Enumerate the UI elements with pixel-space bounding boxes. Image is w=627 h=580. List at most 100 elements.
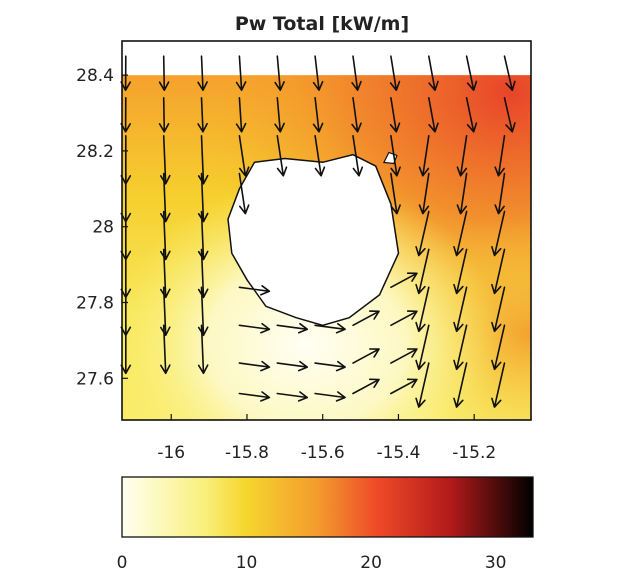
wave-arrow [197,135,209,185]
wave-arrow [415,248,430,295]
wave-arrow [197,172,209,223]
colorbar-tick-label: 20 [360,553,382,573]
wave-arrow [160,324,171,375]
wave-arrow [352,378,380,395]
wave-arrow [160,135,171,185]
y-tick-label: 27.8 [76,294,114,314]
wave-arrow [418,135,430,177]
wave-arrow [160,172,171,223]
wave-arrow [197,324,209,375]
y-tick-label: 28.4 [76,66,114,86]
x-tick-label: -15.2 [452,443,496,463]
wave-arrow [276,135,288,177]
colorbar-tick-label: 10 [236,553,258,573]
wave-arrow [352,135,364,177]
colorbar [121,476,534,538]
wave-arrow [197,97,208,133]
wave-arrow [235,97,247,133]
wave-arrow [453,210,468,257]
wave-arrow [415,286,430,333]
wave-arrow [453,324,468,371]
wave-direction-arrows [120,55,516,408]
y-tick-label: 28.2 [76,142,114,162]
chart-title: Pw Total [kW/m] [235,13,409,35]
wave-arrow [491,248,506,295]
wave-arrow [389,55,401,91]
wave-arrow [428,55,439,91]
wave-arrow [390,310,418,327]
wave-arrow [491,210,506,257]
wave-arrow [491,362,506,408]
wave-arrow [390,272,418,289]
y-tick-label: 27.6 [76,369,114,389]
wave-arrow [235,55,247,91]
wave-arrow [197,210,209,261]
wave-arrow [197,55,208,91]
wave-arrow [274,55,285,91]
wave-arrow [503,97,516,133]
wave-arrow [238,322,271,334]
y-tick-label: 28 [92,218,114,238]
wave-arrow [390,348,418,364]
wave-arrow [238,285,271,296]
wave-arrow [503,55,516,91]
wave-arrow [276,360,309,372]
wave-arrow [274,97,285,133]
wave-arrow [390,135,401,177]
wave-arrow [456,172,468,215]
wave-arrow [428,97,439,133]
wave-arrow [390,172,401,215]
wave-arrow [465,55,478,91]
wave-arrow [160,286,171,337]
wave-arrow [158,55,170,91]
wave-arrow [160,248,171,299]
wave-arrow [197,286,209,337]
wave-arrow [197,248,209,299]
wave-arrow [389,97,401,133]
wave-arrow [453,362,468,408]
x-tick-label: -15.4 [376,443,420,463]
wave-arrow [453,286,468,333]
wave-arrow [415,362,430,408]
island-outline [227,153,400,327]
plot-frame [121,40,532,421]
wave-arrow [238,172,250,215]
wave-arrow [276,322,309,334]
x-tick-label: -15.6 [301,443,345,463]
wave-arrow [465,97,478,133]
wave-arrow [160,210,171,261]
wave-arrow [494,172,506,215]
x-tick-label: -15.8 [225,443,269,463]
wave-arrow [494,135,506,177]
wave-arrow [351,97,362,133]
x-axis: -16 -15.8 -15.6 -15.4 -15.2 [157,414,496,463]
wave-arrow [238,135,250,177]
wave-arrow [312,55,324,91]
wave-arrow [314,135,326,177]
wave-arrow [418,172,430,215]
wave-arrow [453,248,468,295]
wave-arrow [314,322,346,334]
colorbar-tick-label: 0 [117,553,128,573]
wave-arrow [351,55,362,91]
y-axis: 28.4 28.2 28 27.8 27.6 [76,66,128,389]
wave-arrow [456,135,468,177]
wave-arrow [415,324,430,371]
wave-arrow [352,348,380,364]
wave-arrow [312,97,324,133]
wave-arrow [491,286,506,333]
wave-arrow [415,210,430,257]
colorbar-ticks: 0 10 20 30 [117,553,507,573]
wave-arrow [158,97,170,133]
wave-arrow [238,391,271,402]
colorbar-tick-label: 30 [485,553,507,573]
wave-arrow [390,378,418,395]
wave-arrow [276,391,309,402]
wave-arrow [491,324,506,371]
wave-arrow [238,360,271,372]
wave-arrow [314,391,346,402]
wave-arrow [314,360,346,372]
wave-arrow [352,310,380,327]
x-tick-label: -16 [157,443,185,463]
